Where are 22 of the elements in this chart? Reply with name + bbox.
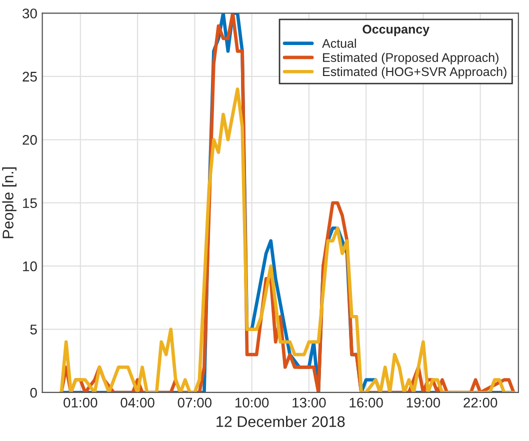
y-tick-label: 10 — [23, 261, 37, 272]
y-tick-label: 20 — [22, 134, 37, 145]
line-series — [60, 87, 516, 392]
y-tick-label: 30 — [22, 8, 37, 18]
x-tick-label: 22:00 — [464, 398, 498, 408]
x-tick-label: 10:00 — [235, 398, 269, 408]
legend-label: Estimated (HOG+SVR Approach) — [323, 66, 506, 79]
x-tick-label: 07:00 — [178, 398, 212, 408]
x-tick-label: 16:00 — [350, 398, 383, 408]
x-tick-label: 01:00 — [64, 398, 98, 408]
x-tick-label: 04:00 — [120, 398, 154, 408]
y-tick-label: 0 — [30, 388, 37, 398]
legend-label: Actual — [322, 38, 356, 48]
x-axis-title: 12 December 2018 — [216, 416, 345, 428]
x-tick-label: 19:00 — [406, 398, 440, 408]
x-tick-label: 13:00 — [292, 398, 326, 408]
y-tick-label: 15 — [23, 198, 37, 208]
y-tick-label: 5 — [30, 324, 37, 334]
legend-title: Occupancy — [362, 24, 430, 36]
y-tick-label: 25 — [22, 72, 37, 82]
y-axis-title: People [n.] — [2, 167, 16, 238]
legend-label: Estimated (Proposed Approach) — [323, 52, 498, 64]
